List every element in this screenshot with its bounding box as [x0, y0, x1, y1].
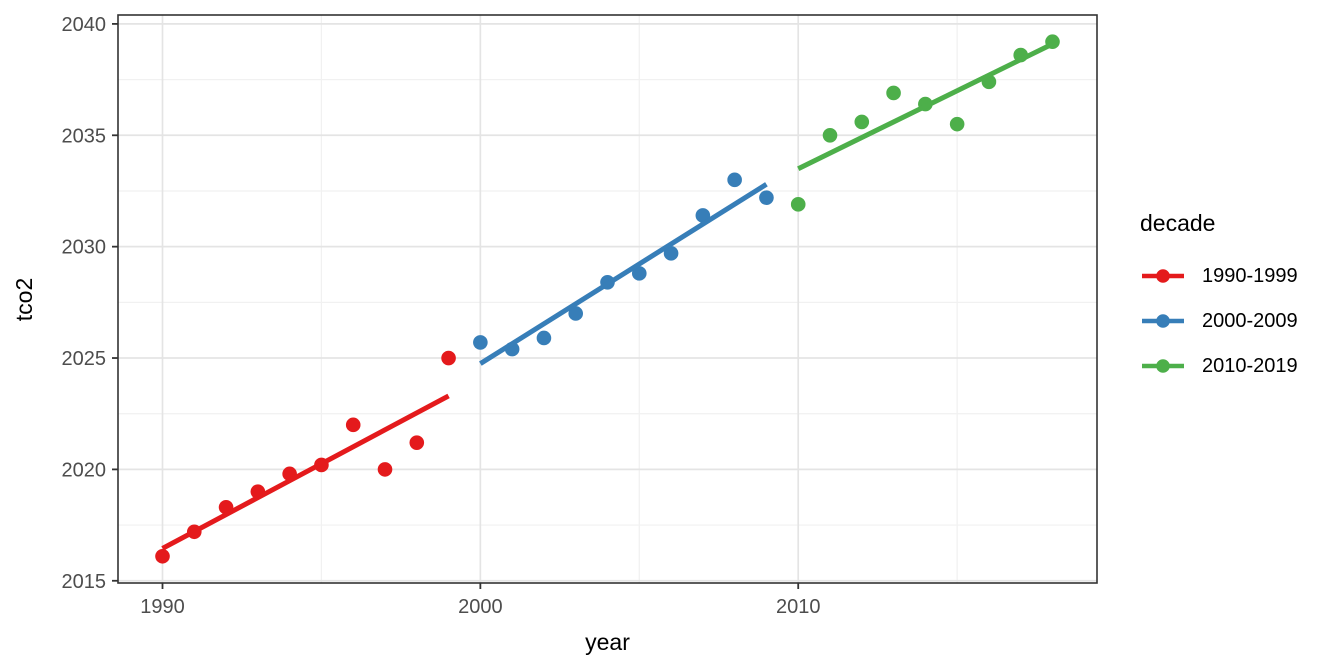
data-point [409, 435, 425, 450]
y-tick-label: 2025 [62, 348, 107, 370]
data-point [568, 306, 584, 321]
data-point [790, 197, 806, 212]
data-point [854, 114, 870, 130]
legend-item-label: 2010-2019 [1202, 354, 1298, 377]
data-point [377, 462, 393, 477]
legend-key-icon [1142, 269, 1184, 283]
trend-line [161, 393, 450, 551]
legend-key-point [1156, 269, 1170, 283]
data-point [345, 417, 361, 433]
data-point [822, 127, 838, 143]
y-tick-label: 2020 [62, 459, 107, 481]
data-point [155, 548, 170, 564]
x-tick-label: 1990 [140, 596, 185, 618]
y-tick-label: 2040 [62, 14, 107, 36]
y-tick-label: 2035 [62, 125, 107, 147]
y-tick-label: 2015 [62, 571, 107, 593]
data-point [759, 190, 774, 205]
trend-line [797, 41, 1054, 171]
data-point [949, 116, 965, 132]
data-point [473, 335, 488, 350]
data-point [441, 350, 456, 366]
legend: decade 1990-1999 2000-2009 2010-2019 [1140, 210, 1298, 396]
legend-item-label: 1990-1999 [1202, 264, 1298, 287]
panel-border [117, 14, 1098, 584]
legend-items: 1990-1999 2000-2009 2010-2019 [1140, 261, 1298, 381]
data-point [536, 330, 552, 346]
x-tick-label: 2010 [776, 596, 821, 618]
legend-title: decade [1140, 210, 1216, 236]
data-point [727, 172, 742, 188]
legend-key-icon [1142, 314, 1184, 328]
data-point [886, 85, 901, 101]
y-tick-label: 2030 [62, 237, 107, 259]
panel-background [118, 15, 1097, 583]
x-tick-label: 2000 [458, 596, 503, 618]
legend-item: 2000-2009 [1140, 306, 1298, 336]
x-axis-title: year [585, 629, 630, 655]
legend-item: 1990-1999 [1140, 261, 1298, 291]
legend-key-point [1156, 314, 1170, 328]
legend-key-icon [1142, 359, 1184, 373]
legend-item: 2010-2019 [1140, 351, 1298, 381]
legend-key-point [1156, 359, 1170, 373]
trend-line [479, 182, 768, 366]
data-point [631, 266, 647, 281]
legend-item-label: 2000-2009 [1202, 309, 1298, 332]
data-point [663, 246, 679, 261]
